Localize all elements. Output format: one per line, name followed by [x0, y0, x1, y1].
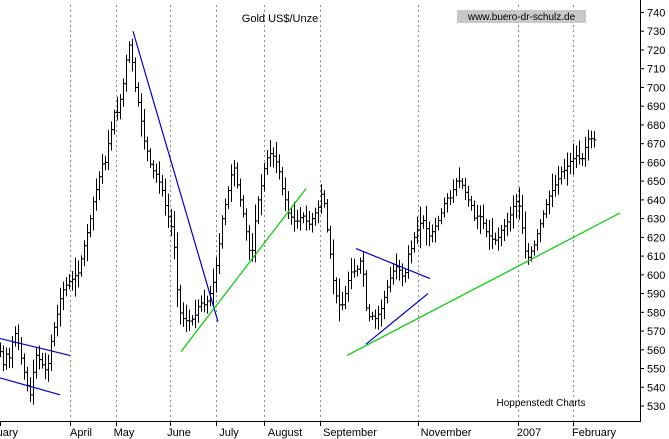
x-tick-label: 2007	[517, 427, 541, 439]
x-tick-label: February	[572, 427, 617, 439]
grid	[70, 5, 574, 421]
watermark-box: www.buero-dr-schulz.de	[457, 10, 586, 23]
watermark-text: www.buero-dr-schulz.de	[467, 12, 576, 23]
blue-trendline	[132, 31, 219, 322]
source-label: Hoppenstedt Charts	[497, 398, 586, 409]
x-tick-label: September	[323, 427, 377, 439]
blue-trendline	[355, 248, 431, 280]
x-tick-label: June	[167, 427, 191, 439]
blue-trendline	[0, 377, 61, 396]
y-tick-label: 570	[647, 326, 665, 338]
y-tick-label: 640	[647, 195, 665, 207]
y-tick-label: 700	[647, 82, 665, 94]
blue-trendline	[365, 293, 429, 345]
green-trendline	[180, 188, 307, 353]
x-tick-label: July	[219, 427, 239, 439]
y-tick-label: 620	[647, 232, 665, 244]
x-tick-label: August	[268, 427, 302, 439]
y-tick-label: 680	[647, 120, 665, 132]
x-tick-label: uary	[0, 427, 18, 439]
y-tick-label: 660	[647, 157, 665, 169]
y-tick-label: 670	[647, 139, 665, 151]
trendlines	[0, 31, 621, 396]
y-tick-label: 590	[647, 289, 665, 301]
y-tick-label: 730	[647, 26, 665, 38]
price-bar	[592, 130, 597, 148]
y-tick-label: 610	[647, 251, 665, 263]
y-tick-label: 740	[647, 7, 665, 19]
x-tick-label: November	[421, 427, 472, 439]
x-tick-label: May	[114, 427, 135, 439]
green-trendline	[346, 212, 621, 356]
blue-trendline	[0, 337, 71, 356]
y-tick-label: 580	[647, 307, 665, 319]
y-tick-labels: 530 540 550 560 570 580 590 600 610 620 630 640 650 6…	[640, 7, 665, 413]
x-tick-labels: uary April May June July August September Novem…	[0, 421, 617, 439]
x-tick-label: April	[70, 427, 92, 439]
y-tick-label: 650	[647, 176, 665, 188]
y-tick-label: 550	[647, 364, 665, 376]
chart-title: Gold US$/Unze	[242, 13, 318, 25]
y-tick-label: 600	[647, 270, 665, 282]
y-tick-label: 690	[647, 101, 665, 113]
y-tick-label: 630	[647, 214, 665, 226]
y-tick-label: 720	[647, 45, 665, 57]
price-bars	[0, 38, 597, 405]
y-tick-label: 710	[647, 64, 665, 76]
y-tick-label: 560	[647, 345, 665, 357]
y-tick-label: 540	[647, 382, 665, 394]
y-tick-label: 530	[647, 401, 665, 413]
